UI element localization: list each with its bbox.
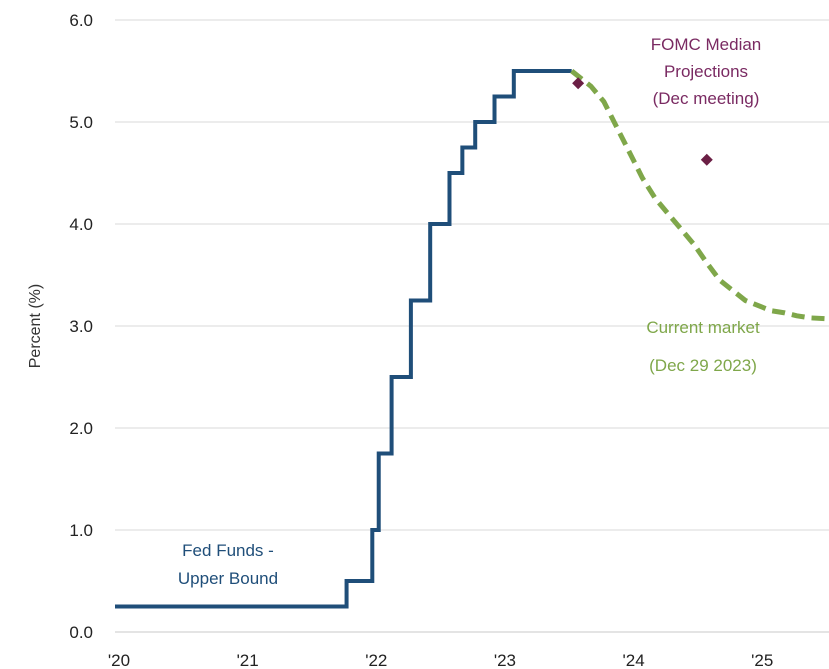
gridlines xyxy=(115,19,829,531)
market-label-line-1: Current market xyxy=(646,318,760,337)
x-tick-label: '21 xyxy=(237,651,259,669)
fed-funds-line xyxy=(115,69,572,609)
y-tick-label: 6.0 xyxy=(69,11,93,30)
fomc-marker xyxy=(700,153,713,166)
fed-funds-label-line-1: Fed Funds - xyxy=(182,541,274,560)
x-tick-label: '25 xyxy=(751,651,773,669)
x-tick-label: '20 xyxy=(108,651,130,669)
fomc-markers xyxy=(572,77,713,166)
fed-funds-label-line-2: Upper Bound xyxy=(178,569,278,588)
y-tick-label: 4.0 xyxy=(69,215,93,234)
y-tick-label: 5.0 xyxy=(69,113,93,132)
y-tick-label: 1.0 xyxy=(69,521,93,540)
fomc-marker xyxy=(572,77,585,90)
fomc-label-line-1: FOMC Median xyxy=(651,35,762,54)
x-tick-label: '23 xyxy=(494,651,516,669)
y-axis-label: Percent (%) xyxy=(27,284,44,368)
market-line xyxy=(570,69,829,322)
y-axis-ticks: 0.0 1.0 2.0 3.0 4.0 5.0 6.0 xyxy=(69,11,93,642)
x-tick-label: '22 xyxy=(365,651,387,669)
market-label-line-2: (Dec 29 2023) xyxy=(649,356,757,375)
y-tick-label: 2.0 xyxy=(69,419,93,438)
fomc-label-line-3: (Dec meeting) xyxy=(653,89,760,108)
x-axis-ticks: '20 '21 '22 '23 '24 '25 xyxy=(108,651,773,669)
x-tick-label: '24 xyxy=(623,651,645,669)
fomc-label-line-2: Projections xyxy=(664,62,748,81)
y-tick-label: 3.0 xyxy=(69,317,93,336)
y-tick-label: 0.0 xyxy=(69,623,93,642)
